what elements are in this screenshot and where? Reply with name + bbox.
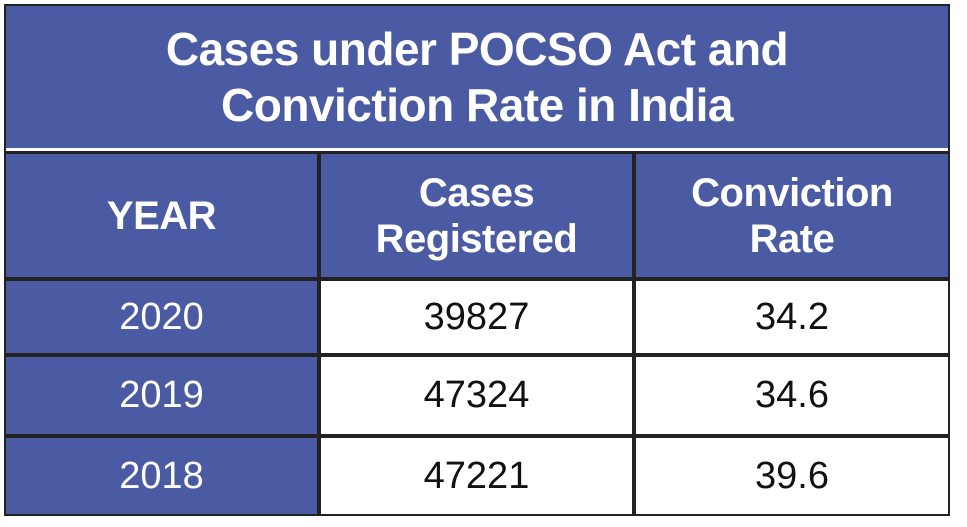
column-header-conviction-rate: Conviction Rate: [636, 154, 948, 277]
table-title: Cases under POCSO Act and Conviction Rat…: [165, 23, 789, 131]
title-divider: [6, 148, 948, 151]
cell-cases-registered: 39827: [321, 281, 632, 353]
cell-conviction-rate: 39.6: [636, 438, 948, 514]
cell-year: 2020: [6, 281, 317, 353]
cell-year: 2019: [6, 357, 317, 434]
cell-cases-registered: 47221: [321, 438, 632, 514]
cell-conviction-rate: 34.2: [636, 281, 948, 353]
cell-conviction-rate: 34.6: [636, 357, 948, 434]
cell-cases-registered: 47324: [321, 357, 632, 434]
table-title-cell: Cases under POCSO Act and Conviction Rat…: [6, 6, 948, 148]
pocso-table: Cases under POCSO Act and Conviction Rat…: [4, 4, 950, 516]
column-header-cases-registered: Cases Registered: [321, 154, 632, 277]
column-header-year: YEAR: [6, 154, 317, 277]
cell-year: 2018: [6, 438, 317, 514]
